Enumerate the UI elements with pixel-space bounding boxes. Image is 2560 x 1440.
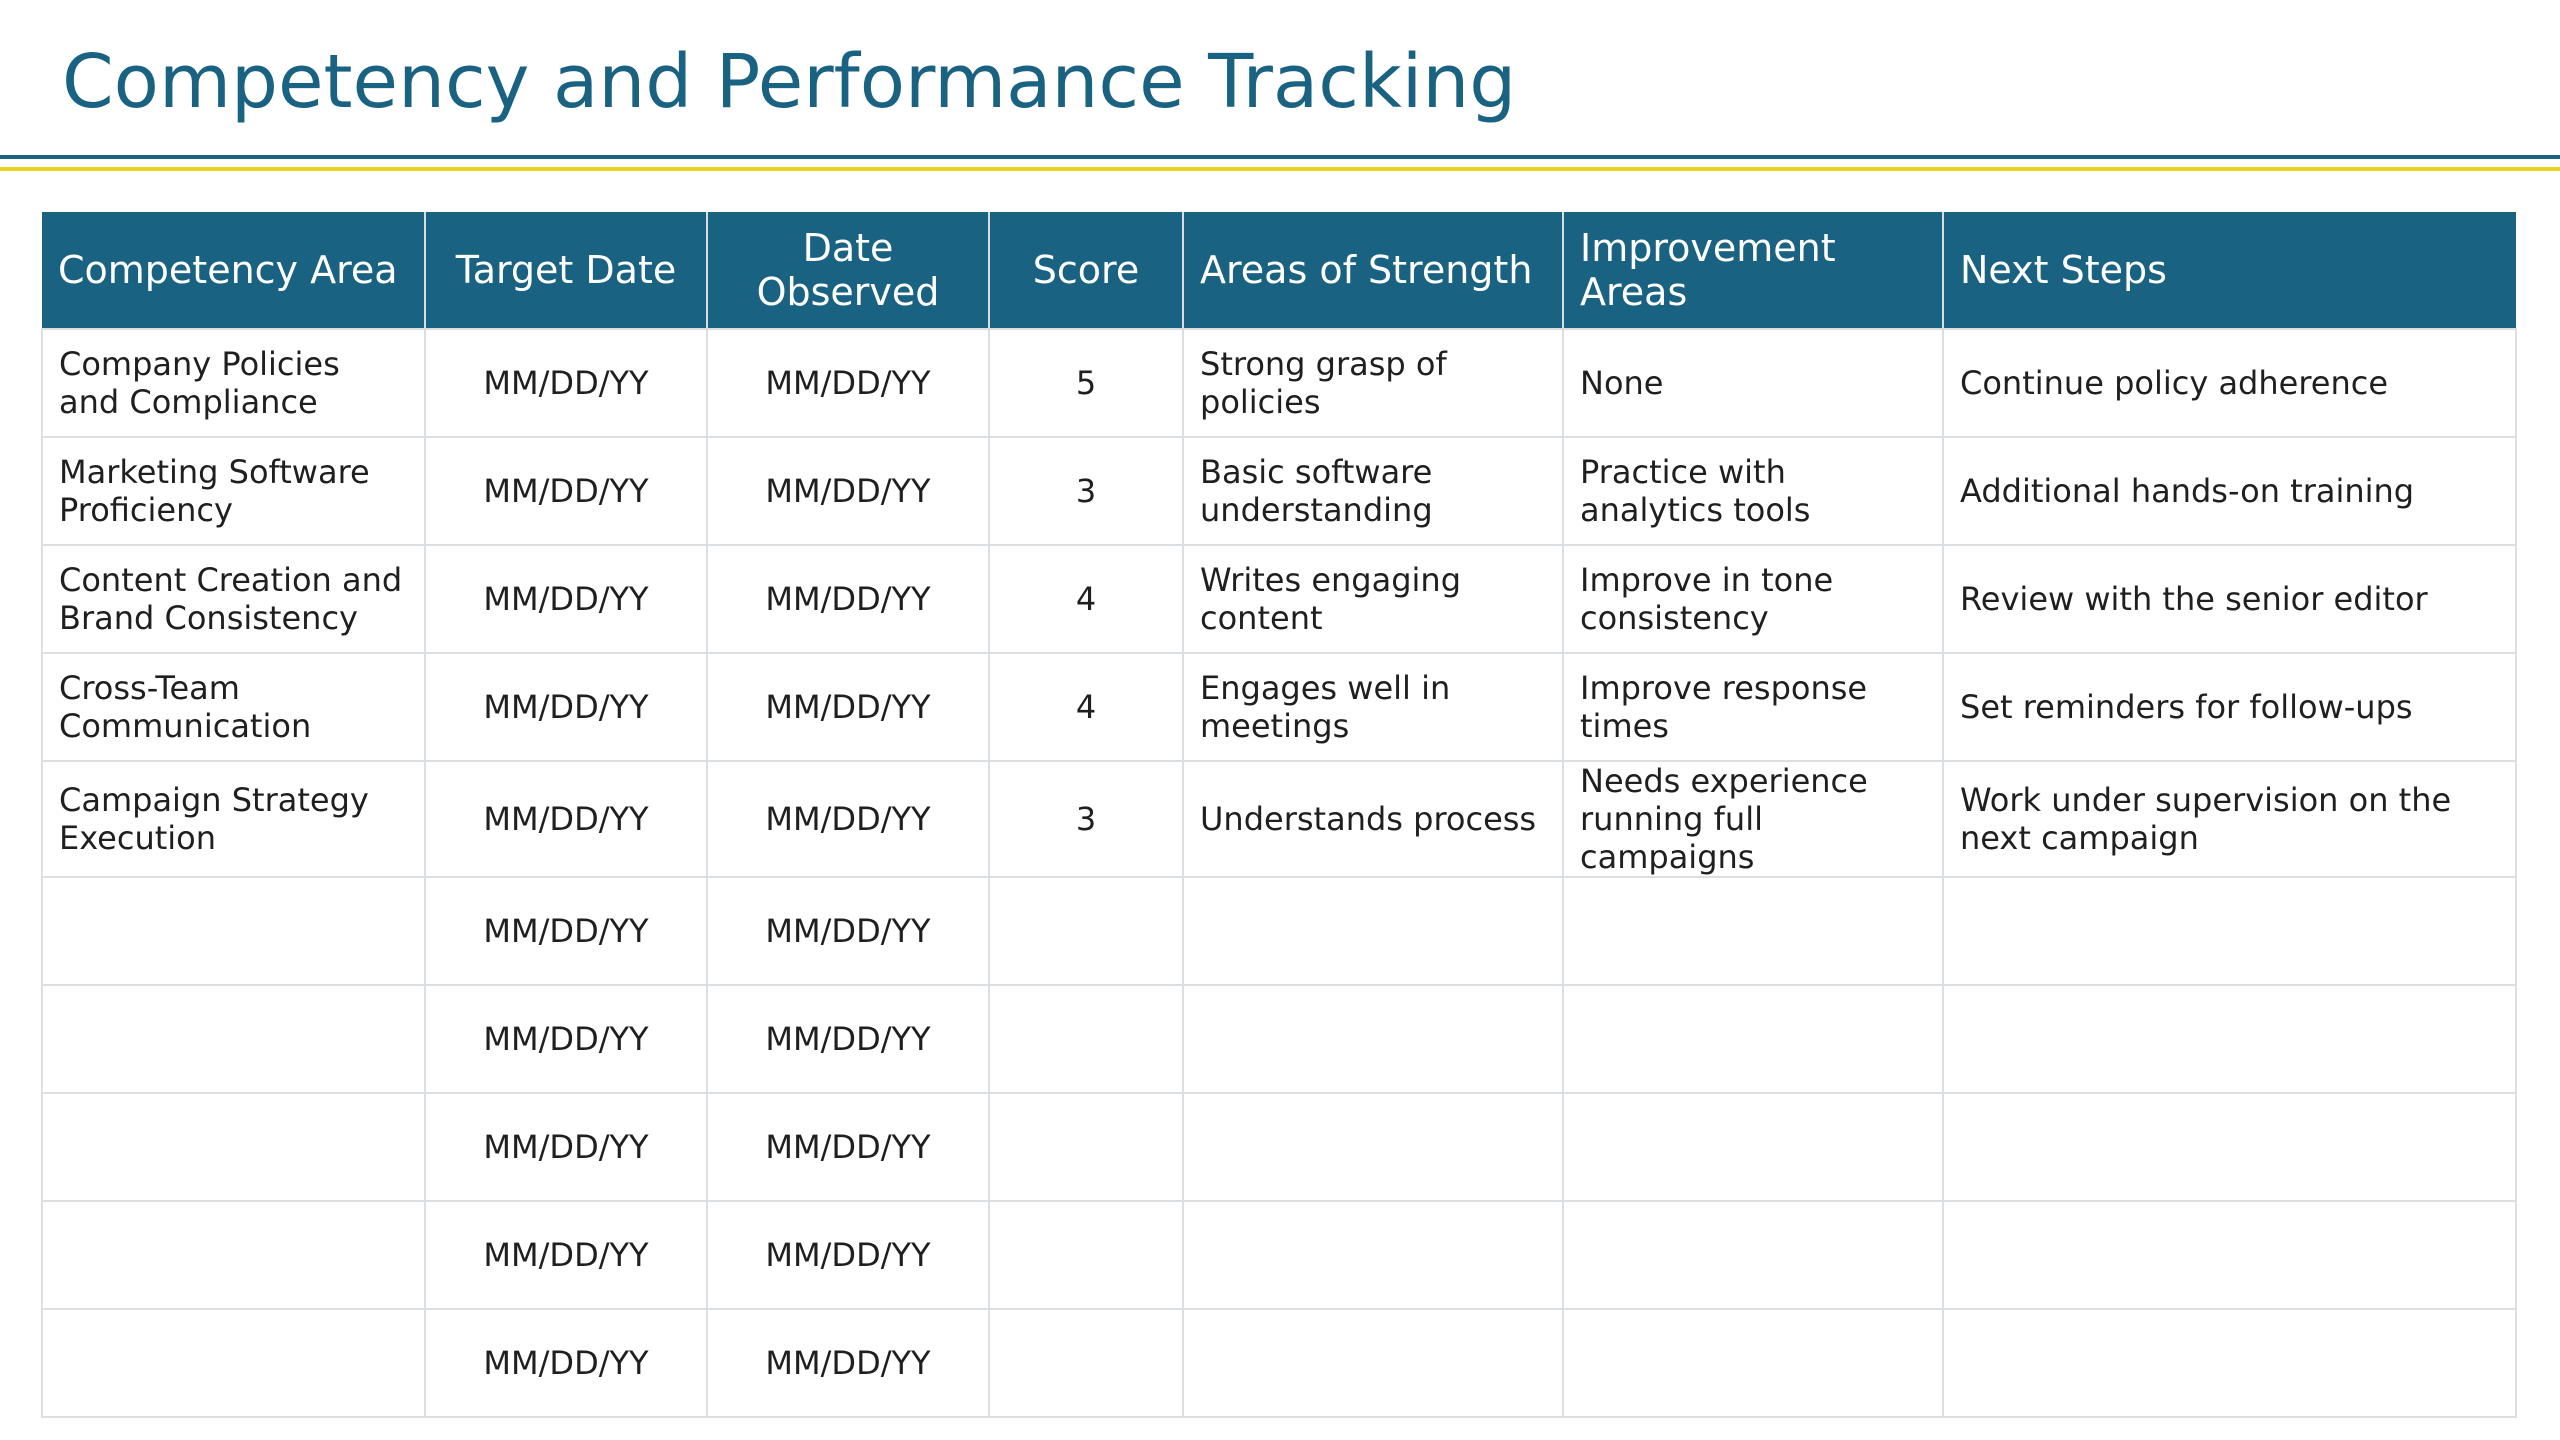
next-steps-cell: Continue policy adherence [1942, 328, 2517, 438]
table-row: Marketing Software Proficiency MM/DD/YY MM… [41, 436, 2517, 546]
column-header-improvement-areas: Improvement Areas [1562, 212, 1943, 329]
competency-area-cell: Content Creation and Brand Consistency [41, 544, 426, 654]
score-cell [988, 1092, 1184, 1202]
strength-cell [1182, 984, 1564, 1094]
next-steps-cell: Work under supervision on the next campa… [1942, 760, 2517, 878]
next-steps-cell [1942, 876, 2517, 986]
target-date-cell: MM/DD/YY [424, 876, 708, 986]
table-body: Company Policies and Compliance MM/DD/YY M… [41, 328, 2517, 1418]
table-row: Cross-Team Communication MM/DD/YY MM/DD/YY… [41, 652, 2517, 762]
improvement-cell [1562, 876, 1944, 986]
date-observed-cell: MM/DD/YY [706, 984, 990, 1094]
improvement-cell: Practice with analytics tools [1562, 436, 1944, 546]
strength-cell [1182, 1308, 1564, 1418]
score-cell: 4 [988, 652, 1184, 762]
date-observed-cell: MM/DD/YY [706, 544, 990, 654]
improvement-cell: Improve in tone consistency [1562, 544, 1944, 654]
table-header-row: Competency Area Target Date Date Observe… [42, 212, 2516, 329]
competency-area-cell: Company Policies and Compliance [41, 328, 426, 438]
score-cell [988, 1200, 1184, 1310]
competency-area-cell: Campaign Strategy Execution [41, 760, 426, 878]
target-date-cell: MM/DD/YY [424, 1092, 708, 1202]
score-cell [988, 1308, 1184, 1418]
table-row: MM/DD/YY MM/DD/YY [41, 1200, 2517, 1310]
column-header-target-date: Target Date [424, 212, 707, 329]
table-row: MM/DD/YY MM/DD/YY [41, 1092, 2517, 1202]
title-divider-yellow [0, 167, 2560, 171]
competency-area-cell [41, 1200, 426, 1310]
next-steps-cell: Review with the senior editor [1942, 544, 2517, 654]
date-observed-cell: MM/DD/YY [706, 760, 990, 878]
next-steps-cell [1942, 1200, 2517, 1310]
competency-table: Competency Area Target Date Date Observe… [41, 212, 2517, 1418]
target-date-cell: MM/DD/YY [424, 544, 708, 654]
score-cell [988, 876, 1184, 986]
next-steps-cell: Set reminders for follow-ups [1942, 652, 2517, 762]
competency-area-cell: Cross-Team Communication [41, 652, 426, 762]
strength-cell: Writes engaging content [1182, 544, 1564, 654]
table-row: MM/DD/YY MM/DD/YY [41, 984, 2517, 1094]
column-header-competency-area: Competency Area [42, 212, 425, 329]
score-cell [988, 984, 1184, 1094]
next-steps-cell [1942, 984, 2517, 1094]
strength-cell: Basic software understanding [1182, 436, 1564, 546]
table-row: MM/DD/YY MM/DD/YY [41, 1308, 2517, 1418]
score-cell: 4 [988, 544, 1184, 654]
date-observed-cell: MM/DD/YY [706, 436, 990, 546]
page-title: Competency and Performance Tracking [62, 39, 1517, 125]
target-date-cell: MM/DD/YY [424, 652, 708, 762]
table-row: Content Creation and Brand Consistency MM… [41, 544, 2517, 654]
score-cell: 3 [988, 436, 1184, 546]
next-steps-cell [1942, 1092, 2517, 1202]
date-observed-cell: MM/DD/YY [706, 328, 990, 438]
date-observed-cell: MM/DD/YY [706, 1092, 990, 1202]
table-row: Company Policies and Compliance MM/DD/YY M… [41, 328, 2517, 438]
target-date-cell: MM/DD/YY [424, 760, 708, 878]
competency-area-cell [41, 876, 426, 986]
next-steps-cell: Additional hands-on training [1942, 436, 2517, 546]
target-date-cell: MM/DD/YY [424, 328, 708, 438]
date-observed-cell: MM/DD/YY [706, 876, 990, 986]
competency-area-cell [41, 984, 426, 1094]
date-observed-cell: MM/DD/YY [706, 652, 990, 762]
title-divider-blue [0, 155, 2560, 159]
date-observed-cell: MM/DD/YY [706, 1308, 990, 1418]
target-date-cell: MM/DD/YY [424, 984, 708, 1094]
improvement-cell [1562, 984, 1944, 1094]
strength-cell [1182, 876, 1564, 986]
score-cell: 3 [988, 760, 1184, 878]
strength-cell: Engages well in meetings [1182, 652, 1564, 762]
competency-area-cell [41, 1092, 426, 1202]
table-row: Campaign Strategy Execution MM/DD/YY MM/DD… [41, 760, 2517, 878]
strength-cell: Strong grasp of policies [1182, 328, 1564, 438]
competency-area-cell: Marketing Software Proficiency [41, 436, 426, 546]
table-row: MM/DD/YY MM/DD/YY [41, 876, 2517, 986]
score-cell: 5 [988, 328, 1184, 438]
strength-cell [1182, 1200, 1564, 1310]
column-header-areas-of-strength: Areas of Strength [1182, 212, 1563, 329]
improvement-cell: Improve response times [1562, 652, 1944, 762]
column-header-date-observed: Date Observed [706, 212, 989, 329]
competency-area-cell [41, 1308, 426, 1418]
strength-cell: Understands process [1182, 760, 1564, 878]
target-date-cell: MM/DD/YY [424, 436, 708, 546]
improvement-cell [1562, 1092, 1944, 1202]
improvement-cell: None [1562, 328, 1944, 438]
improvement-cell [1562, 1308, 1944, 1418]
target-date-cell: MM/DD/YY [424, 1200, 708, 1310]
target-date-cell: MM/DD/YY [424, 1308, 708, 1418]
improvement-cell: Needs experience running full campaigns [1562, 760, 1944, 878]
strength-cell [1182, 1092, 1564, 1202]
improvement-cell [1562, 1200, 1944, 1310]
date-observed-cell: MM/DD/YY [706, 1200, 990, 1310]
next-steps-cell [1942, 1308, 2517, 1418]
column-header-next-steps: Next Steps [1942, 212, 2516, 329]
column-header-score: Score [988, 212, 1183, 329]
